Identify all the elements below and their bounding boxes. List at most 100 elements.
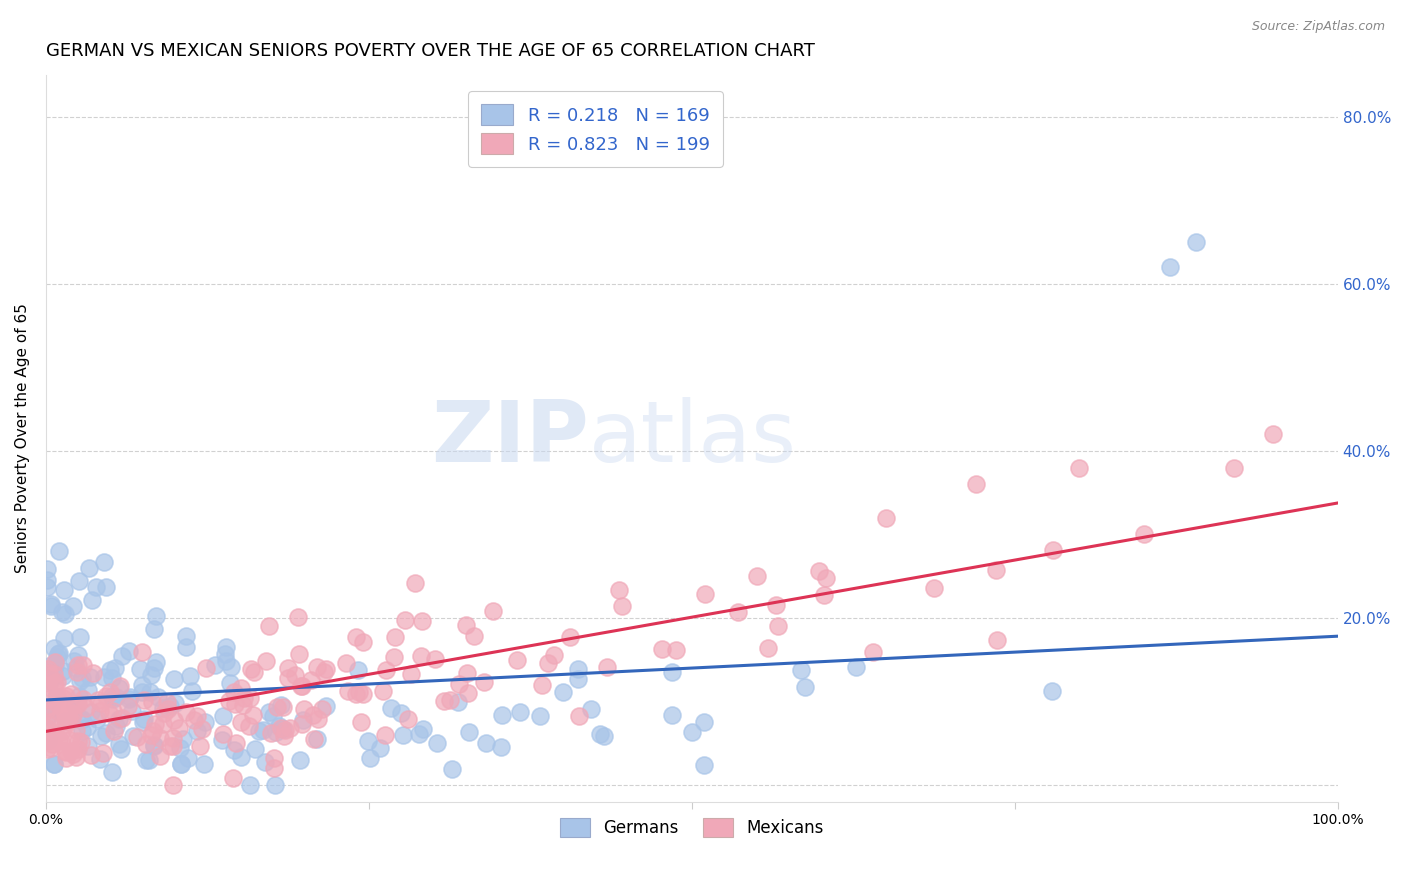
Point [288,648,311,662]
Point [139,685,162,699]
Point [94,689,117,703]
Point [814,571,837,585]
Point [131,645,153,659]
Point [215,640,238,654]
Point [222,685,245,699]
Point [337,684,360,698]
Point [55,716,77,731]
Point [44,757,66,772]
Point [118,690,141,705]
Point [474,736,496,750]
Point [344,630,367,644]
Point [194,714,217,729]
Point [277,661,299,675]
Point [1042,684,1064,698]
Point [145,656,167,670]
Point [589,727,612,741]
Point [793,680,815,694]
Point [665,643,688,657]
Point [53,607,76,621]
Point [399,667,422,681]
Point [215,654,238,668]
Point [264,725,287,739]
Point [845,660,868,674]
Point [224,742,246,756]
Point [986,563,1008,577]
Point [77,561,100,575]
Point [186,709,208,723]
Point [167,721,190,735]
Point [214,647,236,661]
Point [311,701,333,715]
Point [529,709,551,723]
Point [42,733,65,747]
Point [463,629,485,643]
Point [94,726,117,740]
Point [101,689,124,703]
Point [375,663,398,677]
Point [612,599,634,613]
Point [305,731,328,746]
Point [212,727,235,741]
Point [159,739,181,753]
Point [45,690,67,704]
Point [86,712,108,726]
Point [162,739,184,753]
Point [408,727,430,741]
Point [394,613,416,627]
Point [45,649,67,664]
Point [596,659,619,673]
Point [138,753,160,767]
Point [101,672,124,686]
Point [695,587,717,601]
Point [447,695,470,709]
Point [42,678,65,692]
Point [37,721,59,735]
Point [579,701,602,715]
Point [77,739,100,753]
Point [44,676,66,690]
Point [271,722,294,736]
Point [41,737,63,751]
Point [44,659,66,673]
Point [193,757,215,772]
Point [693,714,716,729]
Point [39,674,62,689]
Point [191,723,214,737]
Point [72,658,94,673]
Point [94,580,117,594]
Point [347,663,370,677]
Point [681,725,703,739]
Point [53,583,76,598]
Point [352,687,374,701]
Point [156,695,179,709]
Point [141,728,163,742]
Point [259,726,281,740]
Point [37,573,59,587]
Point [131,685,153,699]
Point [53,714,76,728]
Point [292,713,315,727]
Point [37,733,59,747]
Point [195,660,218,674]
Point [89,752,111,766]
Point [254,755,277,769]
Point [224,697,246,711]
Point [204,658,226,673]
Point [46,647,69,661]
Point [284,667,307,681]
Point [491,707,513,722]
Point [727,605,749,619]
Point [163,713,186,727]
Point [69,735,91,749]
Point [245,741,267,756]
Point [142,723,165,738]
Point [39,662,62,676]
Point [169,740,191,755]
Text: GERMAN VS MEXICAN SENIORS POVERTY OVER THE AGE OF 65 CORRELATION CHART: GERMAN VS MEXICAN SENIORS POVERTY OVER T… [46,42,815,60]
Point [350,714,373,729]
Point [55,751,77,765]
Point [44,725,66,739]
Point [389,706,412,721]
Point [174,640,197,655]
